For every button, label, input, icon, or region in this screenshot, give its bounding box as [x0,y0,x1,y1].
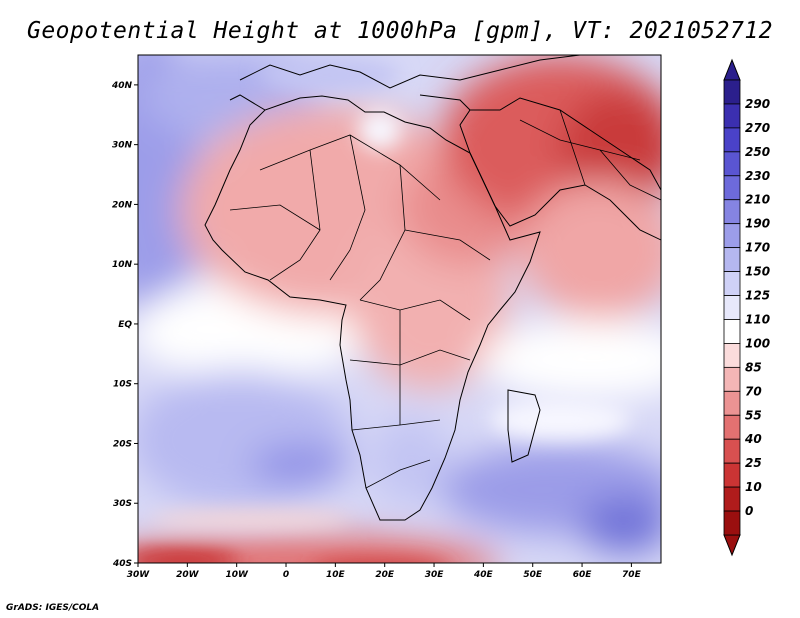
field-detail [138,57,630,563]
colorbar-swatch [723,199,741,225]
anatolia-coastline [419,94,471,111]
colorbar-label: 100 [745,336,770,350]
colorbar-swatch [723,486,741,512]
lat-label: 10N [112,260,133,270]
arabia-coastline [459,97,661,241]
lat-label: 30S [113,499,132,509]
country-borders [229,109,661,489]
colorbar-swatch [723,366,741,392]
lat-label: EQ [118,320,132,330]
lat-label: 10S [113,380,132,390]
colorbar-label: 10 [745,480,762,494]
border [349,349,471,366]
colorbar-label: 0 [745,504,753,518]
colorbar-bottom-arrow [723,534,741,557]
colorbar-swatch [723,247,741,272]
colorbar-label: 110 [745,312,770,326]
colorbar-swatch [723,319,741,344]
lat-label: 20N [112,200,133,210]
colorbar-swatch [723,390,741,416]
border [359,164,406,301]
colorbar: 2902702502302101901701501251101008570554… [723,58,770,557]
colorbar-swatch [723,295,741,320]
colorbar-swatch [723,79,741,105]
border [599,149,661,201]
colorbar-label: 170 [745,241,770,255]
colorbar-swatch [723,223,741,249]
plot-frame [137,54,662,564]
border [559,109,586,186]
border [365,459,431,489]
colorbar-swatch [723,414,741,440]
lat-label: 20S [113,439,132,449]
colorbar-swatch [723,343,741,368]
lat-label: 40N [111,81,133,91]
colorbar-swatch [723,151,741,177]
colorbar-swatch [723,438,741,464]
lon-label: 10W [225,570,249,580]
lon-label: 20W [176,570,200,580]
lon-label: 40E [473,570,494,580]
coastlines [204,55,661,521]
colorbar-label: 25 [745,456,762,470]
colorbar-label: 210 [745,193,770,207]
colorbar-top-arrow [723,58,741,81]
height-field [138,55,661,563]
border [404,229,491,261]
lon-label: 70E [622,570,642,580]
colorbar-label: 125 [745,289,770,303]
colorbar-label: 190 [745,217,770,231]
iberia-coastline [229,94,266,111]
lon-label: 30W [127,570,151,580]
colorbar-label: 290 [745,97,770,111]
border [229,204,321,231]
lon-label: 10E [326,570,346,580]
lon-label: 50E [523,570,543,580]
credit-label: GrADS: IGES/COLA [6,603,100,613]
lon-label: 60E [573,570,593,580]
colorbar-label: 150 [745,265,770,279]
colorbar-label: 40 [744,432,762,446]
lat-label: 30N [112,141,133,151]
colorbar-swatch [723,103,741,129]
colorbar-swatch [723,271,741,296]
colorbar-label: 230 [745,169,770,183]
colorbar-swatch [723,462,741,488]
colorbar-swatch [723,175,741,201]
colorbar-label: 250 [745,145,770,159]
colorbar-label: 85 [745,360,762,374]
madagascar-coastline [507,389,541,463]
border [359,299,471,321]
colorbar-label: 55 [745,408,762,422]
lon-label: 20E [375,570,395,580]
colorbar-swatch [723,510,741,536]
lat-label: 40S [112,559,132,569]
europe-coastline [239,55,581,89]
border [519,119,641,161]
border [269,149,321,281]
lon-label: 0 [283,570,289,580]
lon-label: 30E [425,570,445,580]
colorbar-label: 70 [745,384,762,398]
field-shading [138,55,661,563]
map-title: Geopotential Height at 1000hPa [gpm], VT… [26,18,774,44]
colorbar-label: 270 [745,121,770,135]
africa-coastline [204,95,541,521]
colorbar-swatch [723,127,741,153]
border [329,134,366,281]
